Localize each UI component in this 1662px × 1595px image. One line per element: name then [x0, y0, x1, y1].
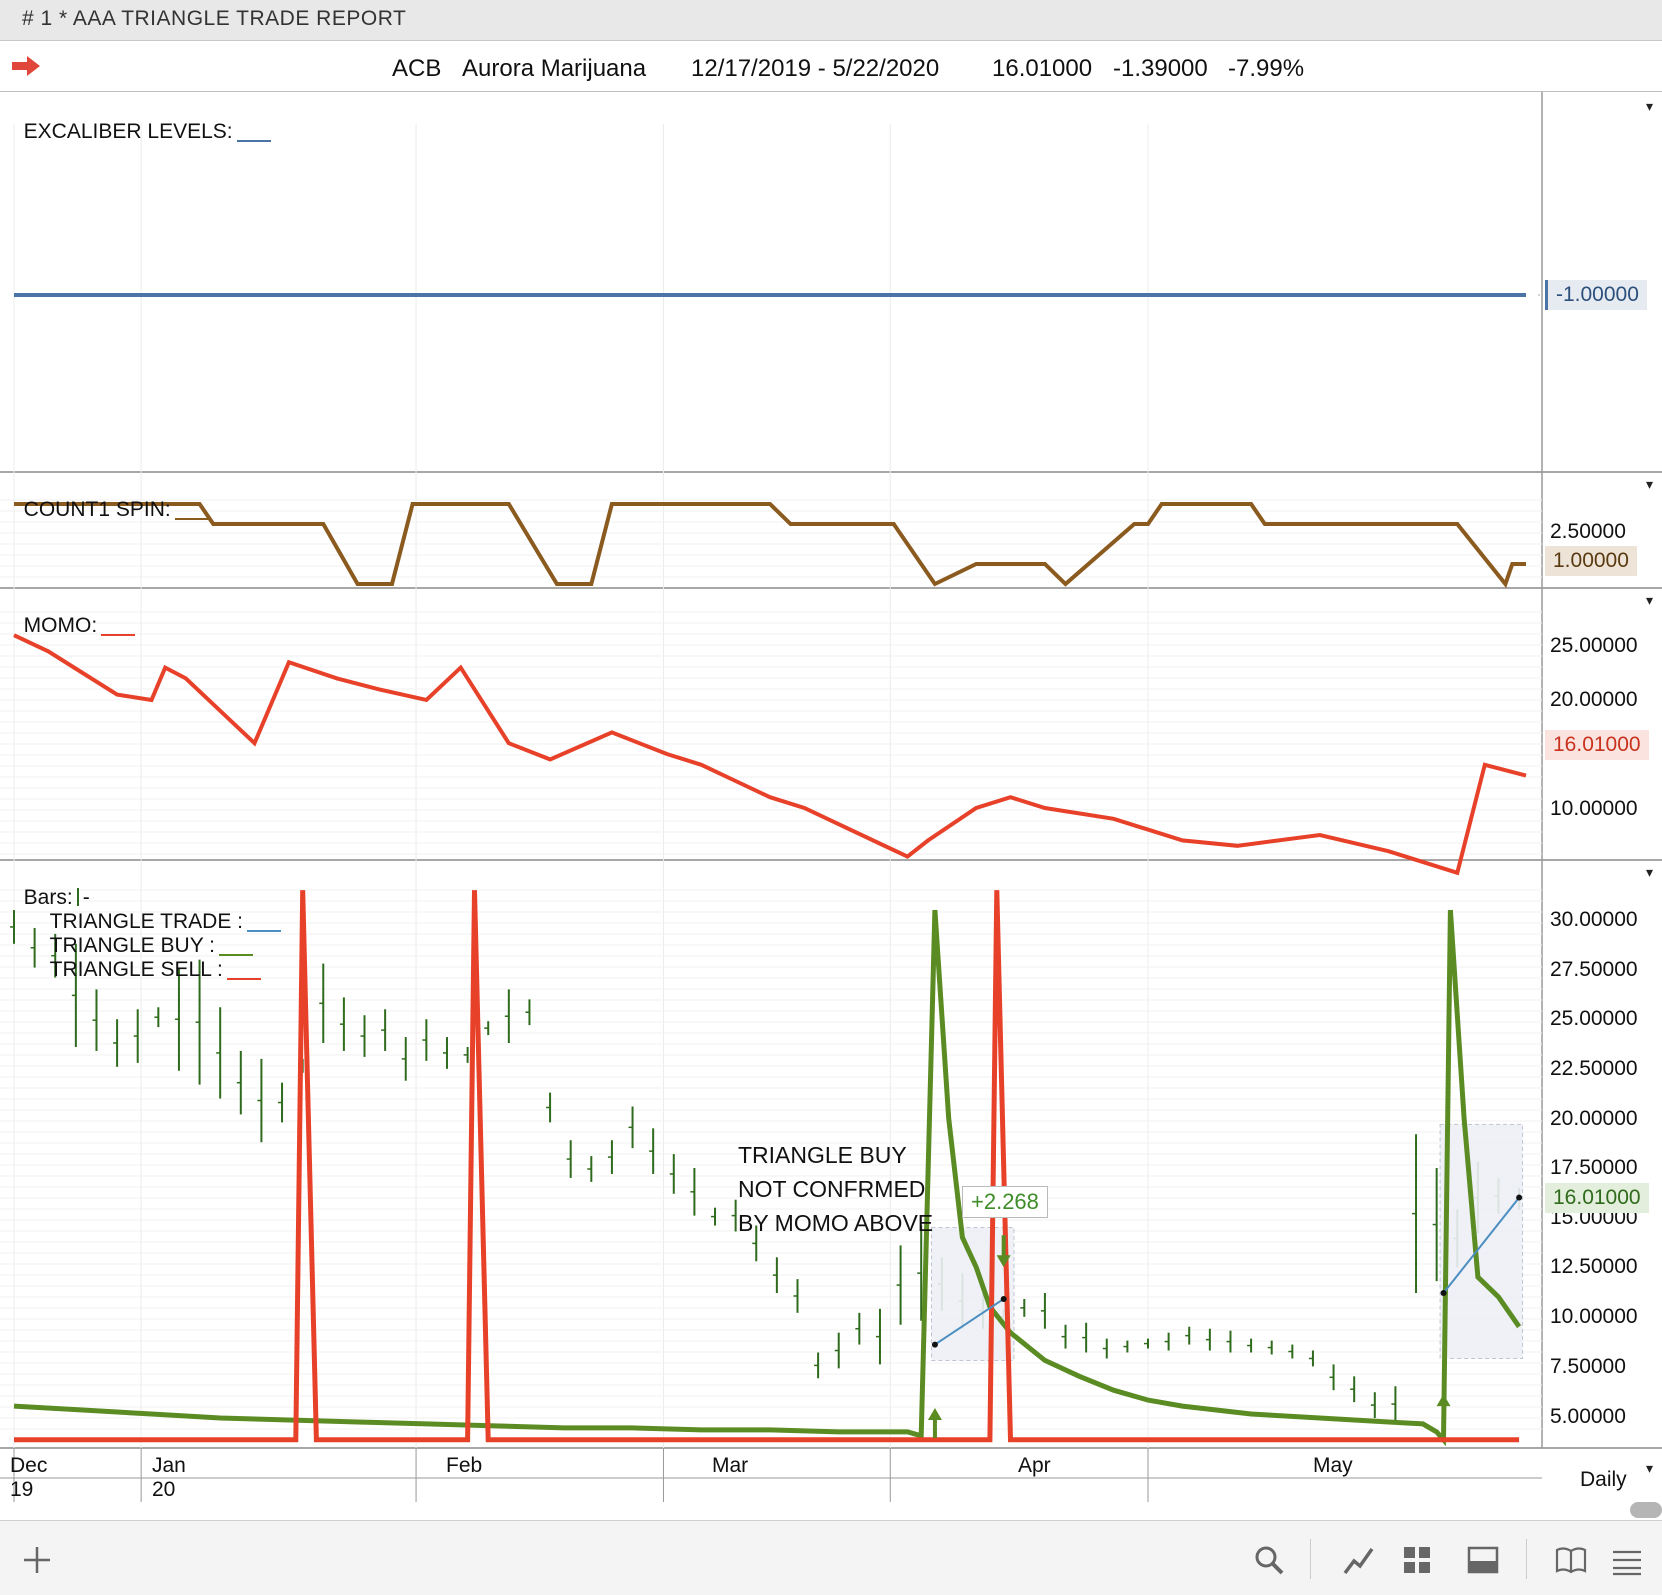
price-pane-label: Bars: - TRIANGLE TRADE : TRIANGLE BUY : T… [12, 862, 281, 982]
price-tick-label: 10.00000 [1550, 1305, 1638, 1328]
price-tick-label: 12.50000 [1550, 1255, 1638, 1278]
price-tick-label: 25.00000 [1550, 1007, 1638, 1030]
price-tick-label: 7.50000 [1550, 1355, 1626, 1378]
xaxis-month-label: Feb [446, 1454, 483, 1477]
chart-annotation: TRIANGLE BUY NOT CONFRMED BY MOMO ABOVE [738, 1138, 933, 1240]
annotation-line: TRIANGLE BUY [738, 1142, 907, 1168]
price-tick-label: 22.50000 [1550, 1057, 1638, 1080]
buy-arrow-icon [927, 1408, 942, 1439]
xaxis-year-label: 19 [10, 1478, 34, 1501]
trade-point [1000, 1295, 1007, 1302]
annotation-line: NOT CONFRMED [738, 1176, 926, 1202]
xaxis-month-label: Apr [1018, 1454, 1051, 1477]
period-menu-icon[interactable]: ▾ [1646, 1460, 1654, 1476]
spin-pane-label: COUNT1 SPIN: [12, 474, 209, 522]
price-value-tag: 16.01000 [1545, 1183, 1649, 1213]
date-range: 12/17/2019 - 5/22/2020 [691, 55, 940, 82]
symbol-header: ACB Aurora Marijuana 12/17/2019 - 5/22/2… [0, 41, 1662, 92]
xaxis-year-label: 20 [152, 1478, 176, 1501]
spin-value-tag: 1.00000 [1545, 546, 1637, 576]
toolbar-divider [1310, 1539, 1311, 1579]
book-icon[interactable] [1554, 1543, 1588, 1577]
add-icon[interactable] [20, 1543, 54, 1577]
trade-point [931, 1341, 938, 1348]
momo-legend-swatch [101, 634, 136, 636]
price-tick-label: 20.00000 [1550, 1107, 1638, 1130]
spin-legend-swatch [174, 518, 209, 520]
bars-label-text: Bars: [23, 886, 73, 909]
momo-tick-label: 25.00000 [1550, 634, 1638, 657]
excaliber-legend-swatch [236, 140, 271, 142]
price-tick-label: 5.00000 [1550, 1405, 1626, 1428]
xaxis-month-label: Dec [10, 1454, 48, 1477]
trade-range-box [931, 1227, 1015, 1361]
price-menu-icon[interactable]: ▾ [1646, 864, 1654, 880]
momo-series-line [13, 633, 1527, 876]
excaliber-value-tag: -1.00000 [1545, 280, 1647, 310]
bottom-toolbar [0, 1520, 1662, 1595]
trade-point [1516, 1194, 1523, 1201]
trade-point [1440, 1289, 1447, 1296]
momo-value-tag: 16.01000 [1545, 730, 1649, 760]
sell-label-text: TRIANGLE SELL : [49, 958, 223, 981]
bars-legend-swatch [76, 888, 79, 906]
momo-pane-label: MOMO: [12, 590, 136, 638]
period-selector[interactable]: Daily [1580, 1468, 1627, 1491]
spin-tick-label: 2.50000 [1550, 520, 1626, 543]
xaxis-month-label: Jan [152, 1454, 186, 1477]
price-tick-label: 17.50000 [1550, 1156, 1638, 1179]
trade-label-text: TRIANGLE TRADE : [49, 910, 243, 933]
spin-label-text: COUNT1 SPIN: [23, 498, 171, 521]
symbol-name: Aurora Marijuana [462, 55, 647, 82]
annotation-line: BY MOMO ABOVE [738, 1210, 934, 1236]
scrollbar-handle[interactable] [1630, 1502, 1662, 1518]
excaliber-pane-label: EXCALIBER LEVELS: [12, 96, 271, 144]
trade-legend-swatch [247, 930, 281, 932]
triangle-trade-line [1442, 1196, 1520, 1294]
panel-icon[interactable] [1466, 1543, 1500, 1577]
momo-tick-label: 20.00000 [1550, 688, 1638, 711]
menu-icon[interactable] [1610, 1543, 1644, 1577]
buy-arrow-icon [1436, 1394, 1451, 1425]
trade-range-box [1439, 1123, 1524, 1359]
price-tick-label: 30.00000 [1550, 908, 1638, 931]
momo-label-text: MOMO: [23, 614, 98, 637]
arrow-right-icon[interactable] [10, 55, 42, 77]
search-icon[interactable] [1252, 1543, 1286, 1577]
last-price: 16.01000 [992, 55, 1093, 82]
window-title: # 1 * AAA TRIANGLE TRADE REPORT [22, 7, 407, 30]
sell-arrow-icon [996, 1235, 1011, 1268]
symbol-ticker: ACB [392, 55, 442, 82]
momo-menu-icon[interactable]: ▾ [1646, 592, 1654, 608]
spin-series-line [14, 502, 1526, 589]
xaxis-month-label: Mar [712, 1454, 749, 1477]
spin-menu-icon[interactable]: ▾ [1646, 476, 1654, 492]
triangle-sell-line [14, 890, 1520, 1443]
buy-label-text: TRIANGLE BUY : [49, 934, 215, 957]
price-change: -1.39000 [1113, 55, 1208, 82]
sell-legend-swatch [226, 978, 261, 980]
xaxis-month-label: May [1313, 1454, 1353, 1477]
momo-tick-label: 10.00000 [1550, 797, 1638, 820]
chart-area[interactable] [0, 92, 1662, 1520]
price-change-pct: -7.99% [1228, 55, 1305, 82]
triangle-trade-line [934, 1298, 1005, 1346]
price-tick-label: 27.50000 [1550, 958, 1638, 981]
excaliber-menu-icon[interactable]: ▾ [1646, 98, 1654, 114]
buy-legend-swatch [219, 954, 253, 956]
triangle-buy-line [13, 909, 1522, 1447]
window-titlebar: # 1 * AAA TRIANGLE TRADE REPORT [0, 0, 1662, 41]
trade-gain-label: +2.268 [962, 1186, 1048, 1218]
excaliber-label-text: EXCALIBER LEVELS: [23, 120, 233, 143]
bars-legend-dash: - [82, 886, 90, 909]
grid-icon[interactable] [1400, 1543, 1434, 1577]
toolbar-divider [1526, 1539, 1527, 1579]
chart-line-icon[interactable] [1342, 1543, 1376, 1577]
